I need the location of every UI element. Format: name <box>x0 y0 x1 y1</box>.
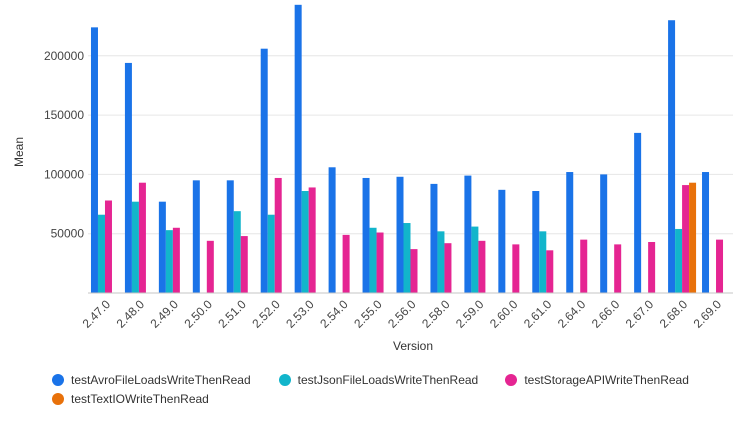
legend-label-textio: testTextIOWriteThenRead <box>71 391 209 406</box>
y-axis-ticks: 50000 100000 150000 200000 <box>44 49 84 241</box>
legend-label-json: testJsonFileLoadsWriteThenRead <box>297 372 479 387</box>
bar <box>580 239 588 293</box>
bar-chart: 50000 100000 150000 200000 2.47.0 2.48.0 2.49… <box>12 4 733 353</box>
legend-item-textio[interactable]: testTextIOWriteThenRead <box>52 392 272 406</box>
x-tick-label: 2.67.0 <box>623 297 657 331</box>
legend-item-avro[interactable]: testAvroFileLoadsWriteThenRead <box>52 373 259 387</box>
bar <box>668 20 676 293</box>
bar <box>539 231 547 293</box>
bar <box>546 250 554 293</box>
bar <box>97 214 105 293</box>
x-tick-label: 2.56.0 <box>385 297 419 331</box>
x-axis-title: Version <box>393 339 433 353</box>
bar <box>464 175 472 293</box>
bar <box>124 62 132 293</box>
bar <box>301 191 309 293</box>
legend-swatch-storage <box>505 373 518 386</box>
bar <box>206 240 214 293</box>
bar <box>471 226 479 293</box>
bar <box>172 227 180 293</box>
bar <box>158 201 166 293</box>
legend: testAvroFileLoadsWriteThenRead testJsonF… <box>52 370 732 408</box>
bar <box>682 185 690 293</box>
legend-item-storage[interactable]: testStorageAPIWriteThenRead <box>505 373 712 387</box>
bar <box>512 244 520 293</box>
bar <box>308 187 316 293</box>
bar <box>716 239 724 293</box>
x-tick-label: 2.47.0 <box>80 297 114 331</box>
bar <box>138 182 146 293</box>
bar <box>240 236 248 293</box>
bar <box>702 172 710 293</box>
bar <box>362 177 370 293</box>
bar <box>165 230 173 293</box>
x-tick-label: 2.52.0 <box>249 297 283 331</box>
bar <box>396 176 404 293</box>
x-tick-label: 2.59.0 <box>453 297 487 331</box>
legend-label-avro: testAvroFileLoadsWriteThenRead <box>71 372 251 387</box>
legend-row-2: testTextIOWriteThenRead <box>52 389 732 408</box>
bar <box>226 180 234 293</box>
bar <box>566 172 574 293</box>
bar <box>90 27 98 293</box>
x-tick-label: 2.60.0 <box>487 297 521 331</box>
bar <box>600 174 608 293</box>
legend-swatch-textio <box>52 392 64 405</box>
x-tick-label: 2.48.0 <box>114 297 148 331</box>
bar <box>410 249 418 293</box>
legend-item-json[interactable]: testJsonFileLoadsWriteThenRead <box>278 372 486 387</box>
x-tick-label: 2.49.0 <box>147 297 181 331</box>
x-tick-label: 2.55.0 <box>351 297 385 331</box>
bar <box>294 4 302 293</box>
bar <box>233 211 241 293</box>
x-tick-label: 2.61.0 <box>521 297 555 331</box>
bar <box>369 227 377 293</box>
bars <box>90 4 724 293</box>
bar <box>403 223 411 293</box>
bar <box>131 201 139 293</box>
legend-swatch-json <box>278 373 291 386</box>
x-tick-label: 2.66.0 <box>589 297 623 331</box>
bar <box>104 200 112 293</box>
y-tick-label: 200000 <box>44 49 84 63</box>
x-tick-label: 2.54.0 <box>317 297 351 331</box>
bar <box>478 240 486 293</box>
y-tick-label: 50000 <box>51 227 85 241</box>
x-tick-label: 2.64.0 <box>555 297 589 331</box>
bar <box>274 177 282 293</box>
bar <box>675 228 683 293</box>
bar <box>376 232 384 293</box>
y-tick-label: 100000 <box>44 167 84 181</box>
bar <box>689 182 697 293</box>
x-tick-label: 2.69.0 <box>691 297 725 331</box>
legend-label-storage: testStorageAPIWriteThenRead <box>524 372 689 387</box>
bar <box>437 231 445 293</box>
bar <box>648 242 656 293</box>
x-tick-label: 2.58.0 <box>419 297 453 331</box>
x-tick-label: 2.68.0 <box>657 297 691 331</box>
bar <box>444 243 452 293</box>
bar <box>260 48 268 293</box>
bar <box>634 132 642 293</box>
x-tick-label: 2.51.0 <box>215 297 249 331</box>
bar <box>192 180 200 293</box>
x-tick-label: 2.50.0 <box>181 297 215 331</box>
legend-row-1: testAvroFileLoadsWriteThenRead testJsonF… <box>52 370 732 389</box>
bar <box>328 167 336 293</box>
y-axis-title: Mean <box>12 137 26 167</box>
bar <box>342 234 350 293</box>
legend-swatch-avro <box>52 373 64 386</box>
x-tick-label: 2.53.0 <box>283 297 317 331</box>
bar <box>430 183 438 293</box>
y-tick-label: 150000 <box>44 108 84 122</box>
bar <box>614 244 622 293</box>
bar <box>267 214 275 293</box>
x-axis-ticks: 2.47.0 2.48.0 2.49.0 2.50.0 2.51.0 2.52.0 2.53… <box>80 297 725 331</box>
bar <box>532 191 540 293</box>
bar <box>498 189 506 293</box>
